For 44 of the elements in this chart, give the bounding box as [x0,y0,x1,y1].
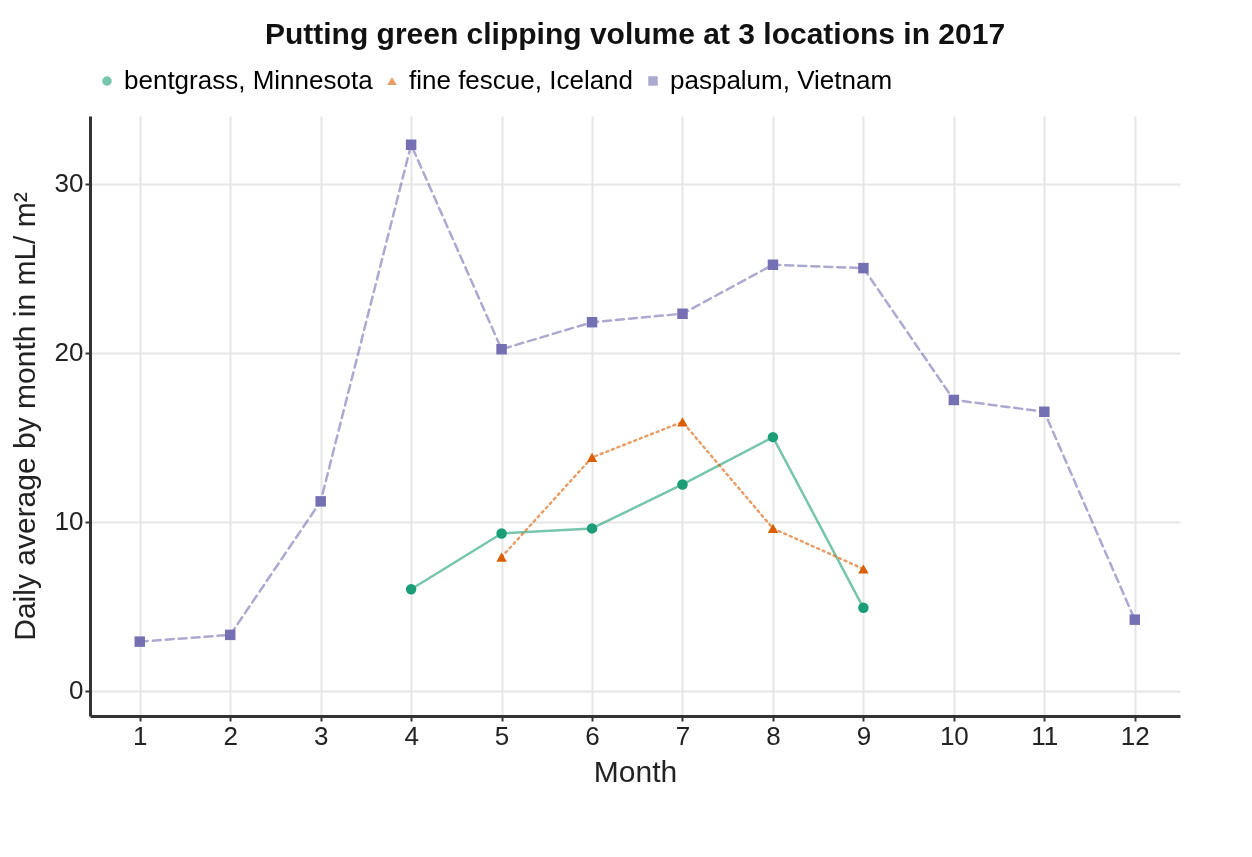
x-tick-label: 2 [223,720,238,751]
x-tick-label: 12 [1120,720,1150,751]
x-tick-label: 9 [856,720,872,751]
point [677,417,688,427]
point [224,629,236,641]
point [405,139,417,150]
y-tick-label: 30 [54,168,84,199]
x-axis-title: Month [593,754,678,788]
point [134,636,145,647]
point [586,316,598,328]
point [496,528,507,539]
point [767,431,779,443]
point [767,523,779,533]
x-tick-label: 4 [404,720,419,751]
point [767,259,779,270]
point [858,602,869,614]
x-tick-label: 8 [766,720,781,751]
x-tick-label: 1 [133,720,148,751]
point [496,344,507,355]
chart-title: Putting green clipping volume at 3 locations in 2017 [264,17,1006,50]
legend-label: paspalum, Vietnam [670,65,893,95]
point [586,452,598,462]
point [677,479,688,490]
point [677,308,688,319]
y-axis-title: Daily average by month in mL/ m² [7,192,41,641]
point [858,262,869,274]
point [948,394,960,406]
point [315,496,326,507]
y-tick-label: 0 [69,675,84,706]
x-tick-label: 6 [585,720,600,751]
point [1129,614,1141,625]
y-tick-label: 20 [54,337,84,368]
x-tick-label: 3 [313,720,329,751]
point [405,584,417,595]
point [586,523,598,534]
point [1039,406,1050,418]
point [496,552,507,562]
x-tick-label: 7 [675,720,691,751]
legend-label: fine fescue, Iceland [409,65,634,95]
y-tick-label: 10 [54,506,84,537]
x-tick-label: 5 [494,720,510,751]
legend-label: bentgrass, Minnesota [124,65,374,95]
x-tick-label: 11 [1031,720,1059,751]
x-tick-label: 10 [939,720,969,751]
